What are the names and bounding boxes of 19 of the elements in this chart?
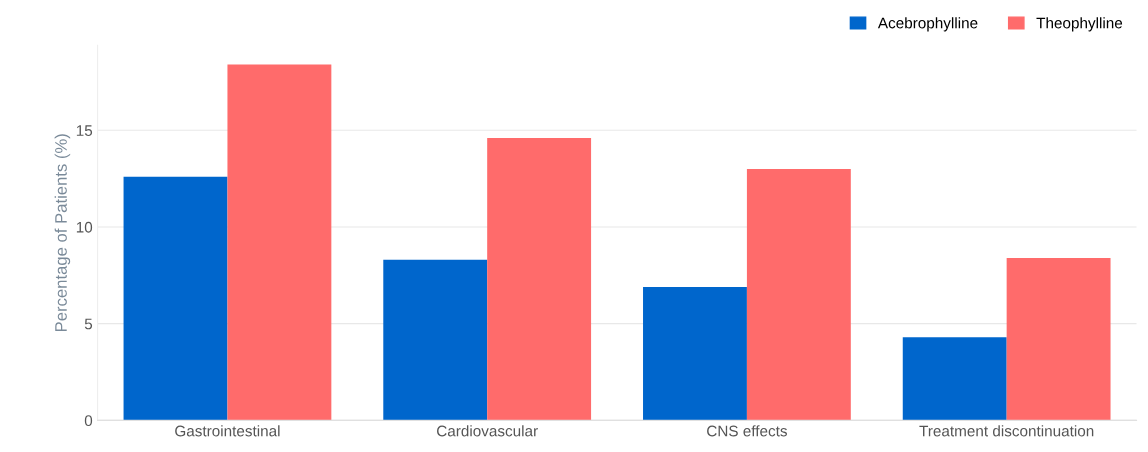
x-tick-label: Treatment discontinuation [919,425,1094,437]
bar [123,176,228,421]
bar [746,168,851,421]
bar [227,64,332,421]
x-tick-label: Gastrointestinal [175,425,280,437]
y-tick-label: 0 [84,415,93,427]
y-axis-title: Percentage of Patients (%) [54,134,71,331]
legend-label: Theophylline [1036,17,1123,32]
bar [643,286,747,421]
y-tick-label: 10 [76,221,93,233]
y-tick-label: 15 [76,125,93,136]
x-tick-label: CNS effects [707,425,787,437]
bar [902,337,1007,421]
bar [383,259,488,421]
bar [1006,257,1111,421]
bar [487,138,592,421]
y-tick-label: 5 [84,318,93,330]
legend-label: Acebrophylline [877,17,978,32]
x-tick-label: Cardiovascular [437,425,538,437]
